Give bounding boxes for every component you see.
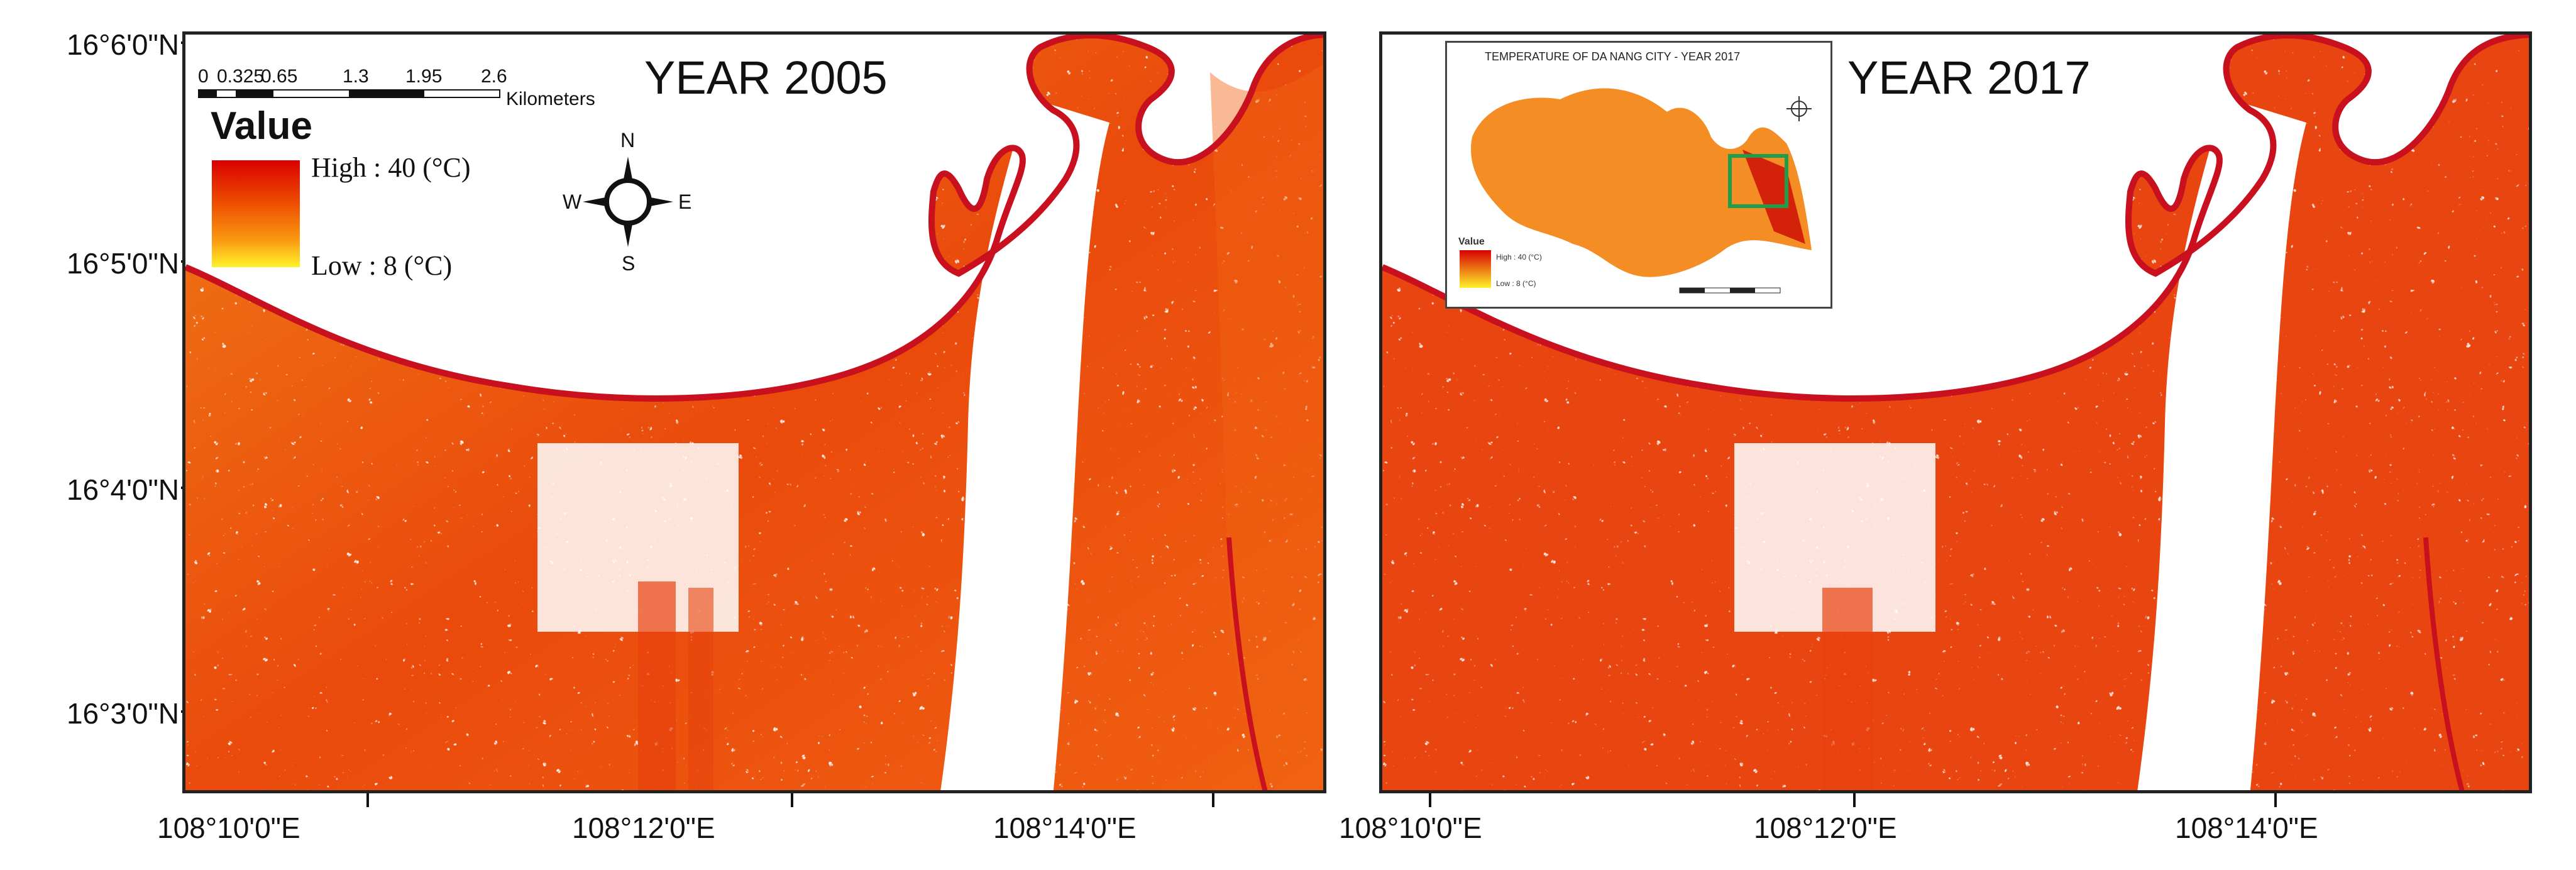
scale-bar-graphic <box>198 89 500 98</box>
map-panel-2017: YEAR 2017 TEMPERATURE OF DA NANG CITY - … <box>1379 31 2532 793</box>
longitude-label: 108°14'0"E <box>993 812 1137 844</box>
scale-unit: Kilometers <box>506 89 595 109</box>
longitude-tick <box>1429 793 1431 807</box>
legend-title: Value <box>211 104 312 148</box>
scale-tick-label: 0.325 <box>217 66 265 87</box>
compass-west-label: W <box>563 190 582 213</box>
scale-tick-label: 1.3 <box>343 66 369 87</box>
longitude-tick <box>1853 793 1856 807</box>
panel-title: YEAR 2005 <box>644 52 888 104</box>
legend-color-ramp <box>212 160 300 267</box>
map-panel-2005: 0 0.325 0.65 1.3 1.95 2.6 Kilometers YEA… <box>182 31 1326 793</box>
latitude-label: 16°4'0"N <box>66 473 179 506</box>
compass-north-label: N <box>620 129 636 151</box>
latitude-label: 16°6'0"N <box>66 28 179 61</box>
scale-bar: 0 0.325 0.65 1.3 1.95 2.6 Kilometers <box>198 66 595 110</box>
inset-legend-low: Low : 8 (°C) <box>1496 279 1536 288</box>
longitude-label: 108°12'0"E <box>572 812 715 844</box>
inset-title: TEMPERATURE OF DA NANG CITY - YEAR 2017 <box>1485 50 1741 63</box>
scale-tick-label: 1.95 <box>405 66 443 87</box>
inset-highlight-box <box>1728 154 1788 208</box>
heat-map-2017 <box>1382 35 2529 790</box>
scale-tick-label: 0 <box>198 66 209 87</box>
longitude-tick <box>791 793 793 807</box>
compass-icon <box>583 157 673 247</box>
compass-rose: N S W E <box>563 129 695 275</box>
scale-tick-label: 0.65 <box>261 66 298 87</box>
inset-legend-high: High : 40 (°C) <box>1496 253 1542 262</box>
scale-tick-label: 2.6 <box>481 66 507 87</box>
longitude-tick <box>366 793 369 807</box>
longitude-label: 108°12'0"E <box>1754 812 1897 844</box>
latitude-label: 16°5'0"N <box>66 247 179 280</box>
inset-overview-map: TEMPERATURE OF DA NANG CITY - YEAR 2017 … <box>1445 41 1832 309</box>
inset-legend-title: Value <box>1458 236 1485 247</box>
longitude-label: 108°10'0"E <box>157 812 300 844</box>
longitude-tick <box>2274 793 2277 807</box>
latitude-label: 16°3'0"N <box>66 697 179 730</box>
compass-east-label: E <box>678 190 692 213</box>
longitude-tick <box>1212 793 1214 807</box>
legend-high-label: High : 40 (°C) <box>311 152 471 183</box>
longitude-label: 108°14'0"E <box>2175 812 2318 844</box>
inset-map-graphic <box>1460 88 1812 294</box>
heat-map-2005 <box>185 35 1323 790</box>
legend-low-label: Low : 8 (°C) <box>311 250 453 281</box>
compass-south-label: S <box>622 252 636 275</box>
panel-title: YEAR 2017 <box>1847 52 2091 104</box>
longitude-label: 108°10'0"E <box>1339 812 1482 844</box>
